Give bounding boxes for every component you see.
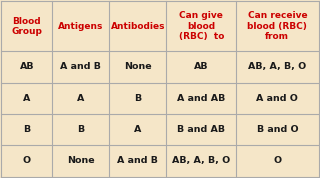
Text: A and AB: A and AB: [177, 94, 225, 103]
Text: A: A: [23, 94, 30, 103]
Text: O: O: [23, 156, 31, 165]
Text: Blood
Group: Blood Group: [11, 17, 42, 36]
Text: AB, A, B, O: AB, A, B, O: [248, 62, 307, 71]
Text: None: None: [124, 62, 152, 71]
Text: AB: AB: [194, 62, 209, 71]
Text: O: O: [273, 156, 281, 165]
Text: None: None: [67, 156, 94, 165]
Text: B: B: [134, 94, 141, 103]
Text: AB: AB: [20, 62, 34, 71]
Text: B and AB: B and AB: [177, 125, 225, 134]
Text: Antigens: Antigens: [58, 22, 103, 31]
Text: Antibodies: Antibodies: [110, 22, 165, 31]
Text: A: A: [77, 94, 84, 103]
Text: A: A: [134, 125, 141, 134]
Text: AB, A, B, O: AB, A, B, O: [172, 156, 230, 165]
Text: Can give
blood
(RBC)  to: Can give blood (RBC) to: [179, 11, 224, 41]
Text: A and O: A and O: [256, 94, 298, 103]
Text: Can receive
blood (RBC)
from: Can receive blood (RBC) from: [247, 11, 307, 41]
Text: B: B: [77, 125, 84, 134]
Text: B: B: [23, 125, 30, 134]
Text: A and B: A and B: [60, 62, 101, 71]
Text: A and B: A and B: [117, 156, 158, 165]
Text: B and O: B and O: [257, 125, 298, 134]
